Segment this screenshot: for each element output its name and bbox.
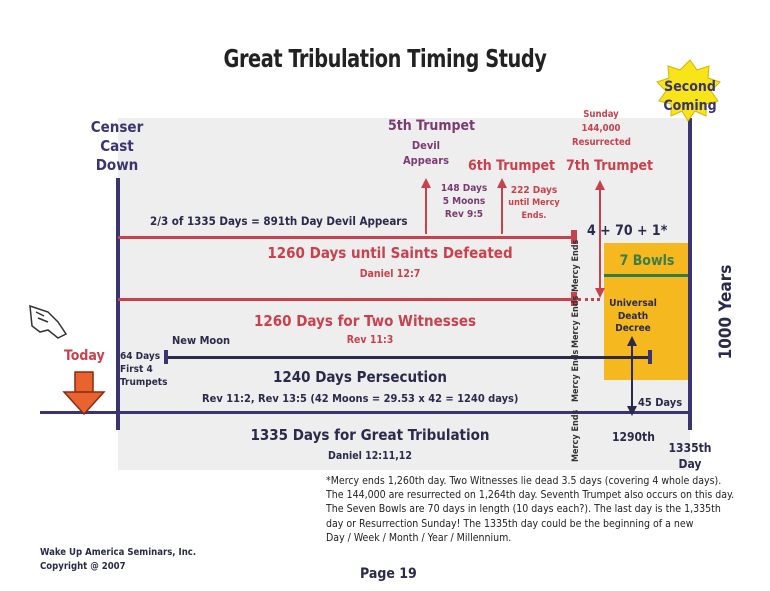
universal-line1: Universal: [609, 298, 657, 309]
bar3-line: [166, 356, 650, 359]
down-arrow-icon: [62, 371, 106, 416]
sixth-trumpet-label: 6th Trumpet: [468, 158, 556, 174]
day1335-line1: 1335th: [668, 441, 712, 455]
bar2-line: [118, 298, 574, 301]
bar2-label: 1260 Days for Two Witnesses: [253, 312, 477, 330]
days222-line3: Ends.: [521, 211, 547, 221]
bar2-ref: Rev 11:3: [346, 334, 394, 346]
mercy-ends-3: Mercy Ends: [571, 349, 581, 402]
devil-appears-line1: Devil: [411, 139, 441, 152]
bar1-label: 1260 Days until Saints Defeated: [267, 244, 513, 262]
days222-label: 222 Days until Mercy Ends.: [504, 184, 564, 223]
footnote-line5: Day / Week / Month / Year / Millennium.: [326, 531, 512, 544]
bar3-start-cap: [164, 350, 168, 364]
second-coming-line2: Coming: [663, 98, 717, 114]
bowls-divider: [604, 274, 690, 277]
days64-line3: Trumpets: [120, 377, 168, 388]
mercy-ends-4: Mercy Ends: [571, 409, 581, 462]
bar1-line: [118, 236, 574, 239]
bar3-ref: Rev 11:2, Rev 13:5 (42 Moons = 29.53 x 4…: [202, 392, 519, 405]
days148-line2: 5 Moons: [442, 196, 486, 207]
censer-line: [116, 178, 120, 430]
day1335-label: 1335th Day: [664, 440, 716, 472]
millennium-line: [688, 118, 692, 430]
formula-label: 4 + 70 + 1*: [587, 223, 668, 239]
days64-line1: 64 Days: [120, 351, 161, 362]
new-moon-label: New Moon: [172, 334, 231, 347]
footnote-line1: *Mercy ends 1,260th day. Two Witnesses l…: [326, 475, 722, 487]
sunday-note-line1: Sunday: [583, 109, 619, 120]
bar1-ref: Daniel 12:7: [359, 268, 421, 280]
bar2-dotted-extension: [578, 298, 600, 301]
footnote-line3: The Seven Bowls are 70 days in length (1…: [326, 503, 721, 516]
censer-line2: Cast: [100, 137, 134, 155]
fifth-trumpet-label: 5th Trumpet: [388, 118, 476, 134]
days148-line3: Rev 9:5: [444, 209, 484, 220]
days222-line2: until Mercy: [508, 198, 560, 208]
universal-line2: Death: [617, 310, 649, 322]
days64-label: 64 Days First 4 Trumpets: [120, 350, 167, 389]
days45-label: 45 Days: [638, 396, 683, 409]
two-thirds-label: 2/3 of 1335 Days = 891th Day Devil Appea…: [150, 214, 408, 228]
publisher-line1: Wake Up America Seminars, Inc.: [40, 547, 197, 558]
devil-appears-line2: Appears: [403, 154, 449, 167]
censer-line3: Down: [95, 156, 139, 174]
sunday-note: Sunday 144,000 Resurrected: [572, 108, 631, 150]
seventh-trumpet-arrow-down: [595, 288, 605, 298]
millennium-label: 1000 Years: [716, 264, 736, 360]
decree-arrow-up: [627, 336, 637, 346]
days148-line1: 148 Days: [440, 183, 488, 194]
publisher: Wake Up America Seminars, Inc. Copyright…: [40, 546, 196, 574]
censer-line1: Censer: [90, 118, 144, 136]
mercy-ends-2: Mercy Ends: [571, 295, 581, 348]
footnote-line4: day or Resurrection Sunday! The 1335th d…: [326, 517, 694, 530]
bar4-ref: Daniel 12:11,12: [328, 450, 412, 462]
pointing-hand-icon: [29, 304, 68, 339]
bar3-label: 1240 Days Persecution: [272, 368, 448, 386]
publisher-line2: Copyright @ 2007: [40, 561, 126, 572]
page-number: Page 19: [360, 566, 417, 582]
devil-arrow-head: [421, 178, 431, 188]
bar1-end-cap: [571, 230, 577, 244]
days148-label: 148 Days 5 Moons Rev 9:5: [436, 182, 492, 221]
page-title: Great Tribulation Timing Study: [223, 44, 547, 73]
universal-line3: Decree: [615, 323, 651, 334]
sunday-note-line2: 144,000: [581, 123, 621, 134]
footnote: *Mercy ends 1,260th day. Two Witnesses l…: [326, 474, 746, 545]
days64-line2: First 4: [120, 364, 153, 375]
seventh-trumpet-arrow-up: [595, 180, 605, 190]
seventh-trumpet-label: 7th Trumpet: [566, 158, 654, 174]
sixth-trumpet-arrow-head: [497, 178, 507, 188]
second-coming-line1: Second: [664, 79, 716, 95]
second-coming-label: Second Coming: [650, 78, 730, 116]
devil-appears-label: Devil Appears: [400, 138, 452, 168]
bar4-label: 1335 Days for Great Tribulation: [250, 426, 490, 444]
universal-decree-label: Universal Death Decree: [606, 298, 660, 336]
bar2-end-cap: [571, 292, 577, 306]
axis-line: [40, 411, 692, 414]
censer-label: Censer Cast Down: [84, 118, 150, 175]
days222-line1: 222 Days: [510, 185, 558, 196]
day1290-label: 1290th: [612, 430, 655, 444]
footnote-line2: The 144,000 are resurrected on 1,264th d…: [326, 489, 735, 502]
seven-bowls-label: 7 Bowls: [619, 253, 675, 269]
bar3-end-cap: [648, 350, 652, 364]
starburst-icon: [656, 59, 721, 122]
today-label: Today: [64, 348, 105, 364]
decree-arrow-down: [627, 406, 637, 416]
mercy-ends-1: Mercy Ends: [571, 239, 581, 292]
sunday-note-line3: Resurrected: [572, 137, 631, 148]
day1335-line2: Day: [678, 457, 702, 471]
